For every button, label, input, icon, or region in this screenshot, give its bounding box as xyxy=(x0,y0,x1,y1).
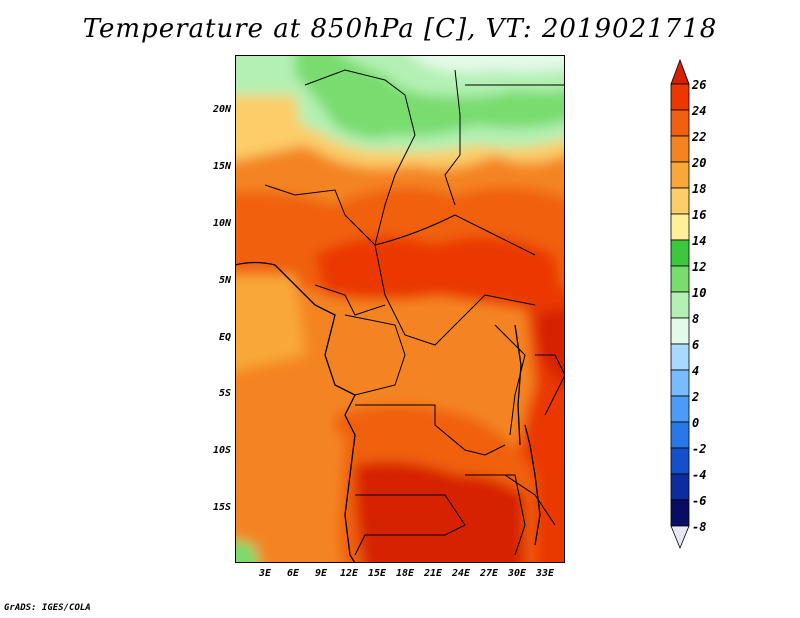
colorbar-label-2: 2 xyxy=(692,390,700,404)
colorbar-label-18: 18 xyxy=(692,182,707,196)
colorbar-label-24: 24 xyxy=(692,104,707,118)
colorbar-label-8: 8 xyxy=(692,312,700,326)
colorbar-label-neg2: -2 xyxy=(692,442,707,456)
lat-label-5n: 5N xyxy=(218,275,231,286)
lat-label-20n: 20N xyxy=(212,104,231,115)
colorbar-segment xyxy=(670,447,690,475)
colorbar-label-12: 12 xyxy=(692,260,707,274)
colorbar-segment xyxy=(670,213,690,241)
temperature-map xyxy=(235,55,565,563)
lon-label-9e: 9E xyxy=(314,568,328,579)
colorbar-label-16: 16 xyxy=(692,208,707,222)
lon-label-3e: 3E xyxy=(258,568,272,579)
chart-title: Temperature at 850hPa [C], VT: 201902171… xyxy=(82,14,718,44)
lon-label-18e: 18E xyxy=(395,568,415,579)
lon-label-33e: 33E xyxy=(535,568,555,579)
colorbar-segment xyxy=(670,395,690,423)
lat-label-15n: 15N xyxy=(212,161,231,172)
colorbar-segment xyxy=(670,369,690,397)
colorbar-bottom-triangle xyxy=(670,525,690,550)
colorbar-label-4: 4 xyxy=(692,364,700,378)
colorbar-segment xyxy=(670,421,690,449)
colorbar-segment xyxy=(670,499,690,527)
lat-label-10n: 10N xyxy=(212,218,231,229)
colorbar-segment xyxy=(670,239,690,267)
colorbar-label-neg6: -6 xyxy=(692,494,707,508)
lon-label-24e: 24E xyxy=(451,568,471,579)
colorbar-label-0: 0 xyxy=(692,416,700,430)
colorbar-label-neg4: -4 xyxy=(692,468,707,482)
colorbar-segment xyxy=(670,109,690,137)
colorbar-segment xyxy=(670,317,690,345)
colorbar-segment xyxy=(670,343,690,371)
lon-label-21e: 21E xyxy=(423,568,443,579)
colorbar-segment xyxy=(670,291,690,319)
lon-label-27e: 27E xyxy=(479,568,499,579)
colorbar-label-26: 26 xyxy=(692,78,707,92)
colorbar-segment xyxy=(670,265,690,293)
colorbar-segment xyxy=(670,187,690,215)
lon-label-6e: 6E xyxy=(286,568,300,579)
colorbar-segment xyxy=(670,473,690,501)
colorbar-label-20: 20 xyxy=(692,156,707,170)
lat-label-eq: EQ xyxy=(218,332,231,343)
colorbar-label-22: 22 xyxy=(692,130,707,144)
lon-label-15e: 15E xyxy=(367,568,387,579)
footer-credit: GrADS: IGES/COLA xyxy=(4,603,91,613)
lat-label-15s: 15S xyxy=(212,502,231,513)
colorbar xyxy=(670,58,690,550)
colorbar-top-triangle xyxy=(670,58,690,85)
colorbar-segment xyxy=(670,135,690,163)
lon-label-12e: 12E xyxy=(339,568,359,579)
colorbar-segment xyxy=(670,83,690,111)
colorbar-label-14: 14 xyxy=(692,234,707,248)
lat-label-10s: 10S xyxy=(212,445,231,456)
colorbar-label-10: 10 xyxy=(692,286,707,300)
colorbar-label-neg8: -8 xyxy=(692,520,707,534)
lon-label-30e: 30E xyxy=(507,568,527,579)
lat-label-5s: 5S xyxy=(218,388,231,399)
colorbar-segment xyxy=(670,161,690,189)
colorbar-label-6: 6 xyxy=(692,338,700,352)
